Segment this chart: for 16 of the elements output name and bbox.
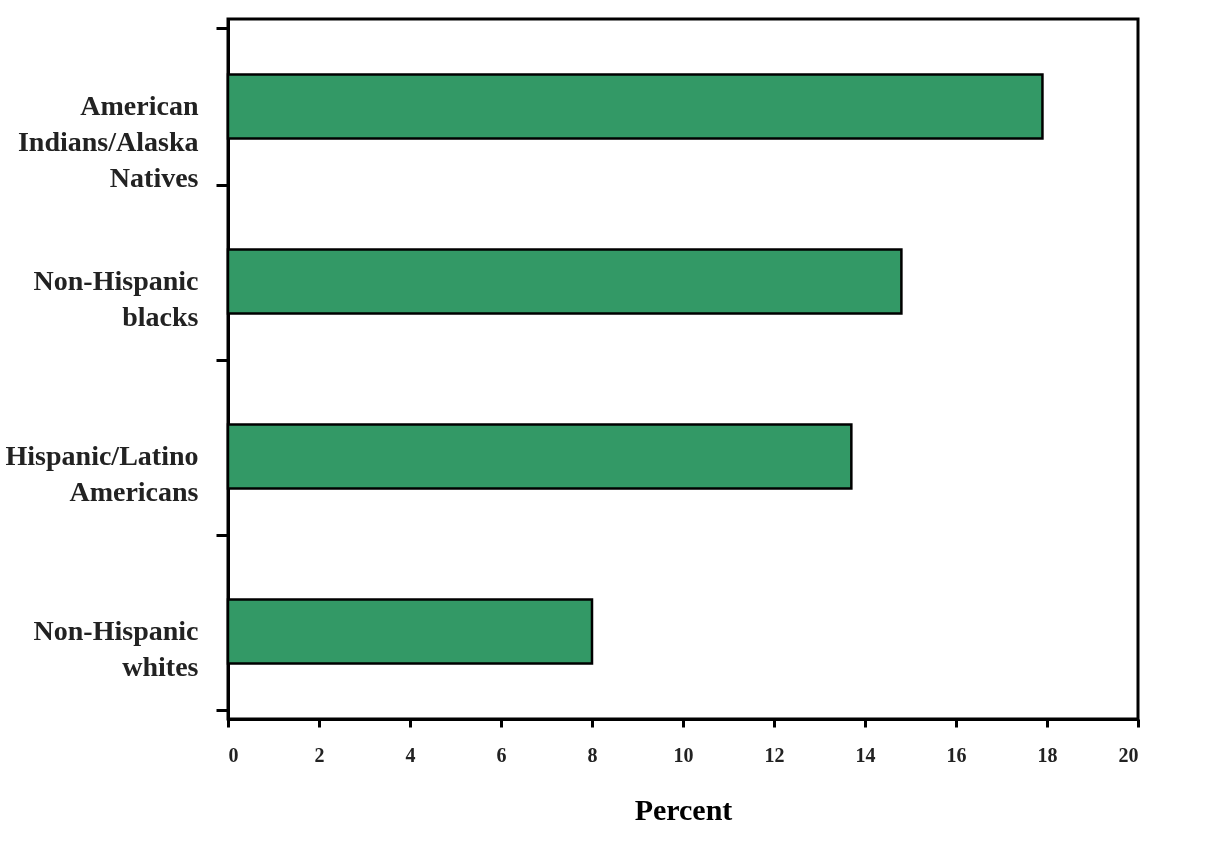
x-tick-label: 2: [314, 743, 325, 766]
y-tick-label: Non-Hispanic whites: [33, 615, 199, 682]
x-tick-label: 8: [587, 743, 598, 766]
y-tick-label: American Indians/Alaska Natives: [17, 90, 199, 193]
x-tick-label: 12: [764, 743, 785, 766]
y-tick-label: Hispanic/Latino Americans: [5, 440, 199, 507]
x-tick-label: 0: [228, 743, 239, 766]
y-tick-label: Non-Hispanic blacks: [33, 265, 199, 332]
x-tick-label: 20: [1118, 743, 1139, 766]
x-tick-label: 10: [673, 743, 694, 766]
x-tick-label: 16: [946, 743, 967, 766]
x-tick-label: 18: [1037, 743, 1058, 766]
x-tick-label: 14: [855, 743, 876, 766]
x-tick-label: 4: [405, 743, 416, 766]
x-tick-label: 6: [496, 743, 507, 766]
x-axis-title: Percent: [634, 792, 733, 826]
